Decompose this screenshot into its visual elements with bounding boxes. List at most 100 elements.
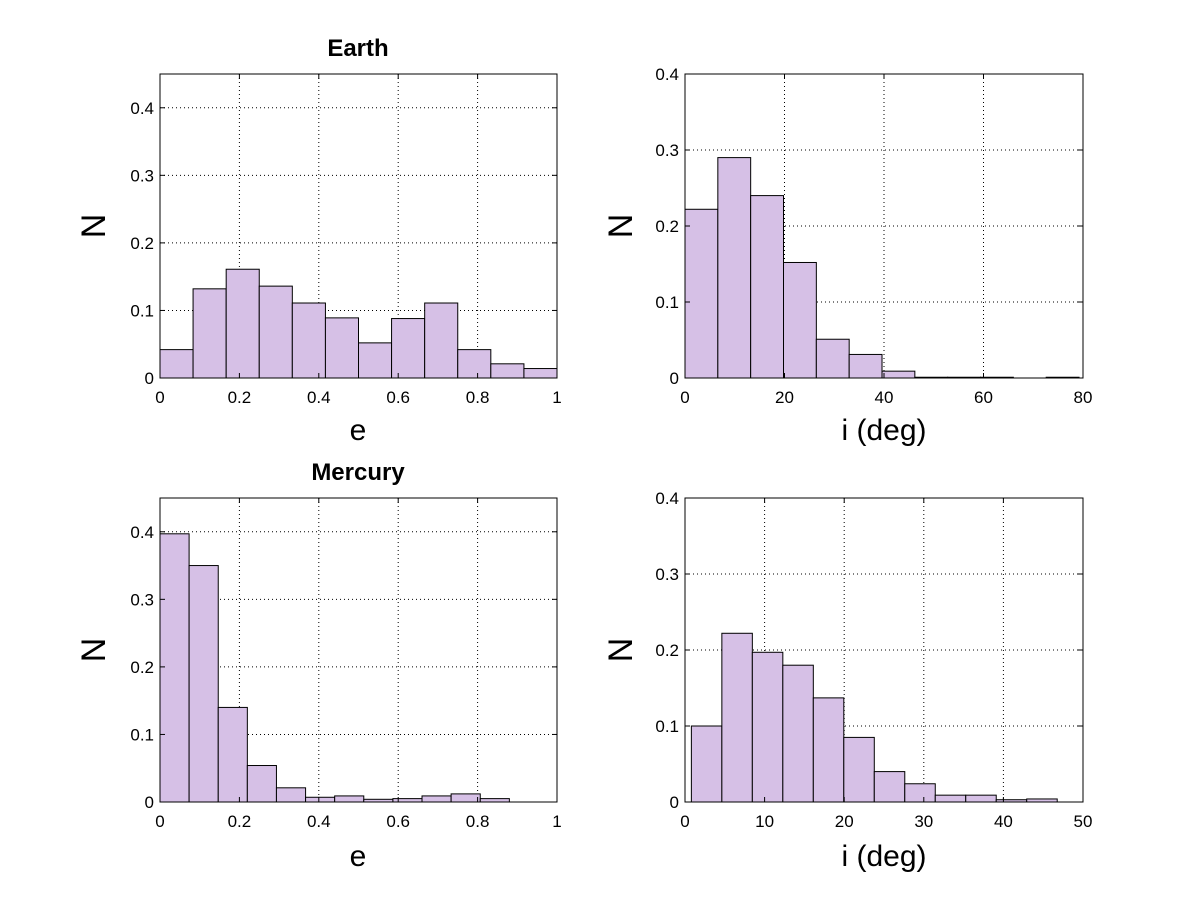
x-axis-label: i (deg)	[841, 414, 926, 447]
histogram-bar	[225, 268, 260, 379]
x-tick-label: 0	[680, 388, 689, 407]
y-tick-label: 0	[670, 793, 679, 812]
chart-title: Mercury	[311, 459, 405, 486]
x-tick-label: 0	[680, 812, 689, 831]
histogram-bar	[843, 736, 875, 803]
y-tick-label: 0.2	[130, 234, 154, 253]
y-tick-label: 0.1	[130, 725, 154, 744]
y-tick-label: 0.3	[655, 565, 679, 584]
x-tick-label: 60	[974, 388, 993, 407]
histogram-bar	[424, 302, 459, 379]
y-tick-label: 0.3	[130, 590, 154, 609]
histogram-bar	[812, 697, 845, 803]
x-tick-label: 50	[1074, 812, 1093, 831]
histogram-bar	[192, 288, 227, 379]
x-tick-label: 0	[155, 388, 164, 407]
histogram-bar	[358, 342, 393, 379]
histogram-bar	[246, 765, 277, 803]
x-tick-label: 0.8	[466, 812, 490, 831]
y-tick-label: 0.3	[130, 166, 154, 185]
y-tick-label: 0.2	[655, 641, 679, 660]
y-tick-label: 0.4	[655, 65, 679, 84]
x-axis-label: e	[350, 414, 367, 447]
x-tick-label: 20	[835, 812, 854, 831]
chart-title: Earth	[327, 35, 388, 62]
x-tick-label: 0.2	[228, 812, 252, 831]
histogram-bar	[848, 353, 883, 379]
histogram-bar	[490, 363, 525, 379]
x-tick-label: 0.8	[466, 388, 490, 407]
histogram-bar	[881, 370, 916, 379]
x-tick-label: 1	[552, 388, 561, 407]
x-tick-label: 0.6	[386, 812, 410, 831]
axes-frame	[159, 73, 558, 379]
x-tick-label: 0.2	[228, 388, 252, 407]
x-tick-label: 40	[994, 812, 1013, 831]
histogram-bar	[305, 796, 336, 803]
histogram-bar	[479, 798, 510, 803]
histogram-bar	[717, 157, 752, 379]
x-tick-label: 10	[755, 812, 774, 831]
histogram-bar	[421, 795, 452, 803]
histogram-bar	[457, 349, 492, 379]
y-axis-label: N	[75, 214, 113, 239]
panel-earth-eccentricity: 0 0.2 0.4 0.6 0.8 1 0 0.1 0.2 0.3 0.4 Earth e N	[75, 35, 562, 447]
y-tick-label: 0.4	[130, 99, 154, 118]
histogram-bar	[450, 793, 481, 803]
histogram-bar	[965, 794, 997, 803]
histogram-bar	[159, 349, 194, 379]
histogram-bar	[873, 771, 906, 803]
y-tick-label: 0.2	[130, 658, 154, 677]
x-tick-label: 80	[1074, 388, 1093, 407]
axes-frame	[159, 497, 558, 803]
y-tick-label: 0.4	[655, 489, 679, 508]
histogram-bar	[217, 706, 248, 803]
y-tick-label: 0.1	[130, 301, 154, 320]
x-axis-label: i (deg)	[841, 840, 926, 873]
panel-mercury-inclination: 0 10 20 30 40 50 0 0.1 0.2 0.3 0.4 i (deg) N	[602, 489, 1092, 873]
x-axis-label: e	[350, 840, 367, 873]
histogram-bar	[391, 318, 426, 379]
y-tick-label: 0	[145, 369, 154, 388]
x-tick-label: 0	[155, 812, 164, 831]
histogram-bar	[690, 725, 723, 803]
x-tick-label: 1	[552, 812, 561, 831]
panel-earth-inclination: 0 20 40 60 80 0 0.1 0.2 0.3 0.4 i (deg) N	[602, 65, 1092, 447]
y-tick-label: 0.1	[655, 717, 679, 736]
panel-mercury-eccentricity: 0 0.2 0.4 0.6 0.8 1 0 0.1 0.2 0.3 0.4 Mercury e N	[75, 459, 562, 873]
x-tick-label: 40	[875, 388, 894, 407]
y-tick-label: 0	[145, 793, 154, 812]
histogram-bar	[275, 787, 307, 803]
histogram-bar	[258, 285, 293, 379]
y-tick-label: 0.4	[130, 523, 154, 542]
histogram-bar	[523, 368, 558, 379]
histogram-bar	[815, 338, 850, 379]
histogram-bar	[721, 632, 753, 803]
y-tick-label: 0.3	[655, 141, 679, 160]
histogram-bar	[934, 794, 967, 803]
y-axis-label: N	[75, 638, 113, 663]
x-tick-label: 20	[775, 388, 794, 407]
histogram-bar	[783, 261, 817, 379]
histogram-bar	[159, 533, 190, 803]
x-tick-label: 0.4	[307, 812, 331, 831]
histogram-bar	[751, 651, 784, 803]
histogram-bar	[324, 317, 359, 379]
y-axis-label: N	[602, 214, 640, 239]
y-tick-label: 0.1	[655, 293, 679, 312]
histogram-bar	[684, 208, 719, 379]
y-tick-label: 0.2	[655, 217, 679, 236]
x-tick-label: 0.6	[386, 388, 410, 407]
histogram-bar	[392, 798, 423, 803]
histogram-bar	[334, 795, 365, 803]
y-tick-label: 0	[670, 369, 679, 388]
y-axis-label: N	[602, 638, 640, 663]
histogram-bar	[750, 195, 785, 379]
x-tick-label: 0.4	[307, 388, 331, 407]
histogram-bar	[291, 302, 326, 379]
histogram-bar	[188, 565, 219, 803]
histogram-bar	[782, 664, 814, 803]
histogram-bar	[904, 783, 936, 803]
x-tick-label: 30	[914, 812, 933, 831]
